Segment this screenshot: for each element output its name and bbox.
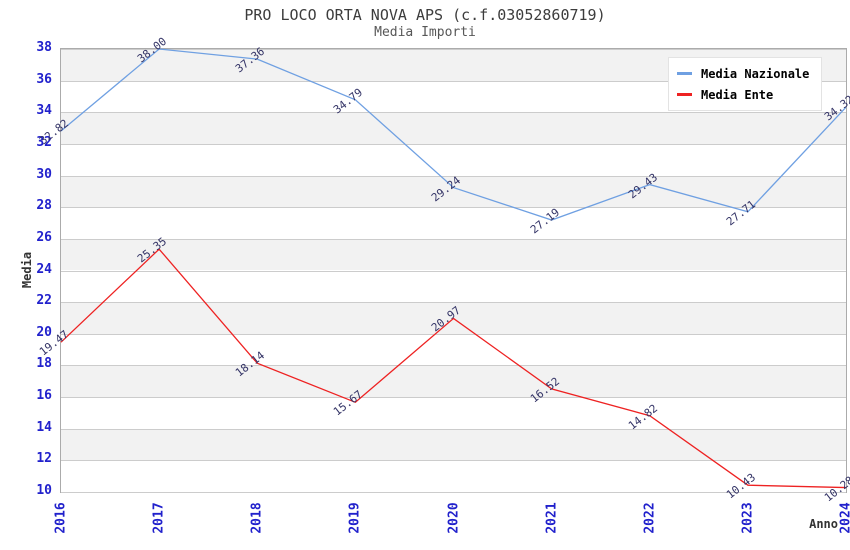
y-axis-title: Media (20, 251, 34, 289)
legend-item-media-ente: Media Ente (677, 84, 809, 105)
gridline (61, 365, 846, 367)
x-tick-label: 2016 (53, 502, 69, 534)
y-tick-label: 24 (36, 261, 52, 277)
series-line-media-nazionale (60, 48, 847, 221)
y-tick-label: 16 (36, 388, 52, 404)
gridline (61, 80, 846, 82)
y-tick-label: 14 (36, 419, 52, 435)
gridline (61, 207, 846, 209)
x-tick-label: 2021 (544, 502, 560, 534)
gridline (61, 143, 846, 145)
y-tick-label: 34 (36, 103, 52, 119)
gridline (61, 397, 846, 399)
series-lines (60, 48, 847, 489)
y-tick-label: 30 (36, 166, 52, 182)
x-tick-label: 2022 (642, 502, 658, 534)
gridline (61, 460, 846, 462)
y-tick-label: 18 (36, 356, 52, 372)
legend-item-media-nazionale: Media Nazionale (677, 63, 809, 84)
gridline (61, 270, 846, 272)
y-tick-label: 28 (36, 198, 52, 214)
gridline (61, 333, 846, 335)
gridline (61, 492, 846, 493)
gridline (61, 428, 846, 430)
legend-line-marker-blue (677, 72, 692, 75)
y-tick-label: 22 (36, 293, 52, 309)
plot-band (61, 112, 846, 144)
y-tick-label: 36 (36, 71, 52, 87)
gridline (61, 112, 846, 114)
y-tick-label: 10 (36, 483, 52, 498)
gridline (61, 175, 846, 177)
series-line-media-ente (60, 248, 847, 489)
plot-band (61, 175, 846, 208)
y-tick-label: 26 (36, 229, 52, 245)
x-tick-label: 2018 (249, 502, 265, 534)
gridline (61, 302, 846, 304)
legend-label: Media Nazionale (701, 66, 810, 81)
plot-band (61, 428, 846, 461)
x-tick-label: 2023 (740, 502, 756, 534)
legend-label: Media Ente (701, 87, 774, 102)
chart-title: PRO LOCO ORTA NOVA APS (c.f.03052860719) (244, 6, 606, 24)
gridline (61, 49, 846, 50)
x-tick-label: 2024 (838, 502, 850, 534)
y-tick-label: 38 (36, 40, 52, 55)
x-axis-title: Anno (809, 517, 838, 531)
x-tick-label: 2020 (446, 502, 461, 534)
plot-area: 32.82 38.00 37.36 34.79 29.24 27.19 29.43 27.71… (37, 35, 850, 504)
chart-subtitle: Media Importi (374, 25, 476, 40)
x-tick-label: 2019 (347, 502, 363, 534)
plot-band (61, 238, 846, 271)
legend-line-marker-red (677, 93, 692, 96)
legend: Media Nazionale Media Ente (668, 57, 823, 111)
y-tick-label: 32 (36, 134, 52, 150)
y-tick-label: 20 (36, 324, 52, 340)
x-tick-label: 2017 (151, 502, 167, 534)
y-tick-label: 12 (36, 451, 52, 467)
plot-band (61, 365, 846, 398)
gridline (61, 238, 846, 240)
